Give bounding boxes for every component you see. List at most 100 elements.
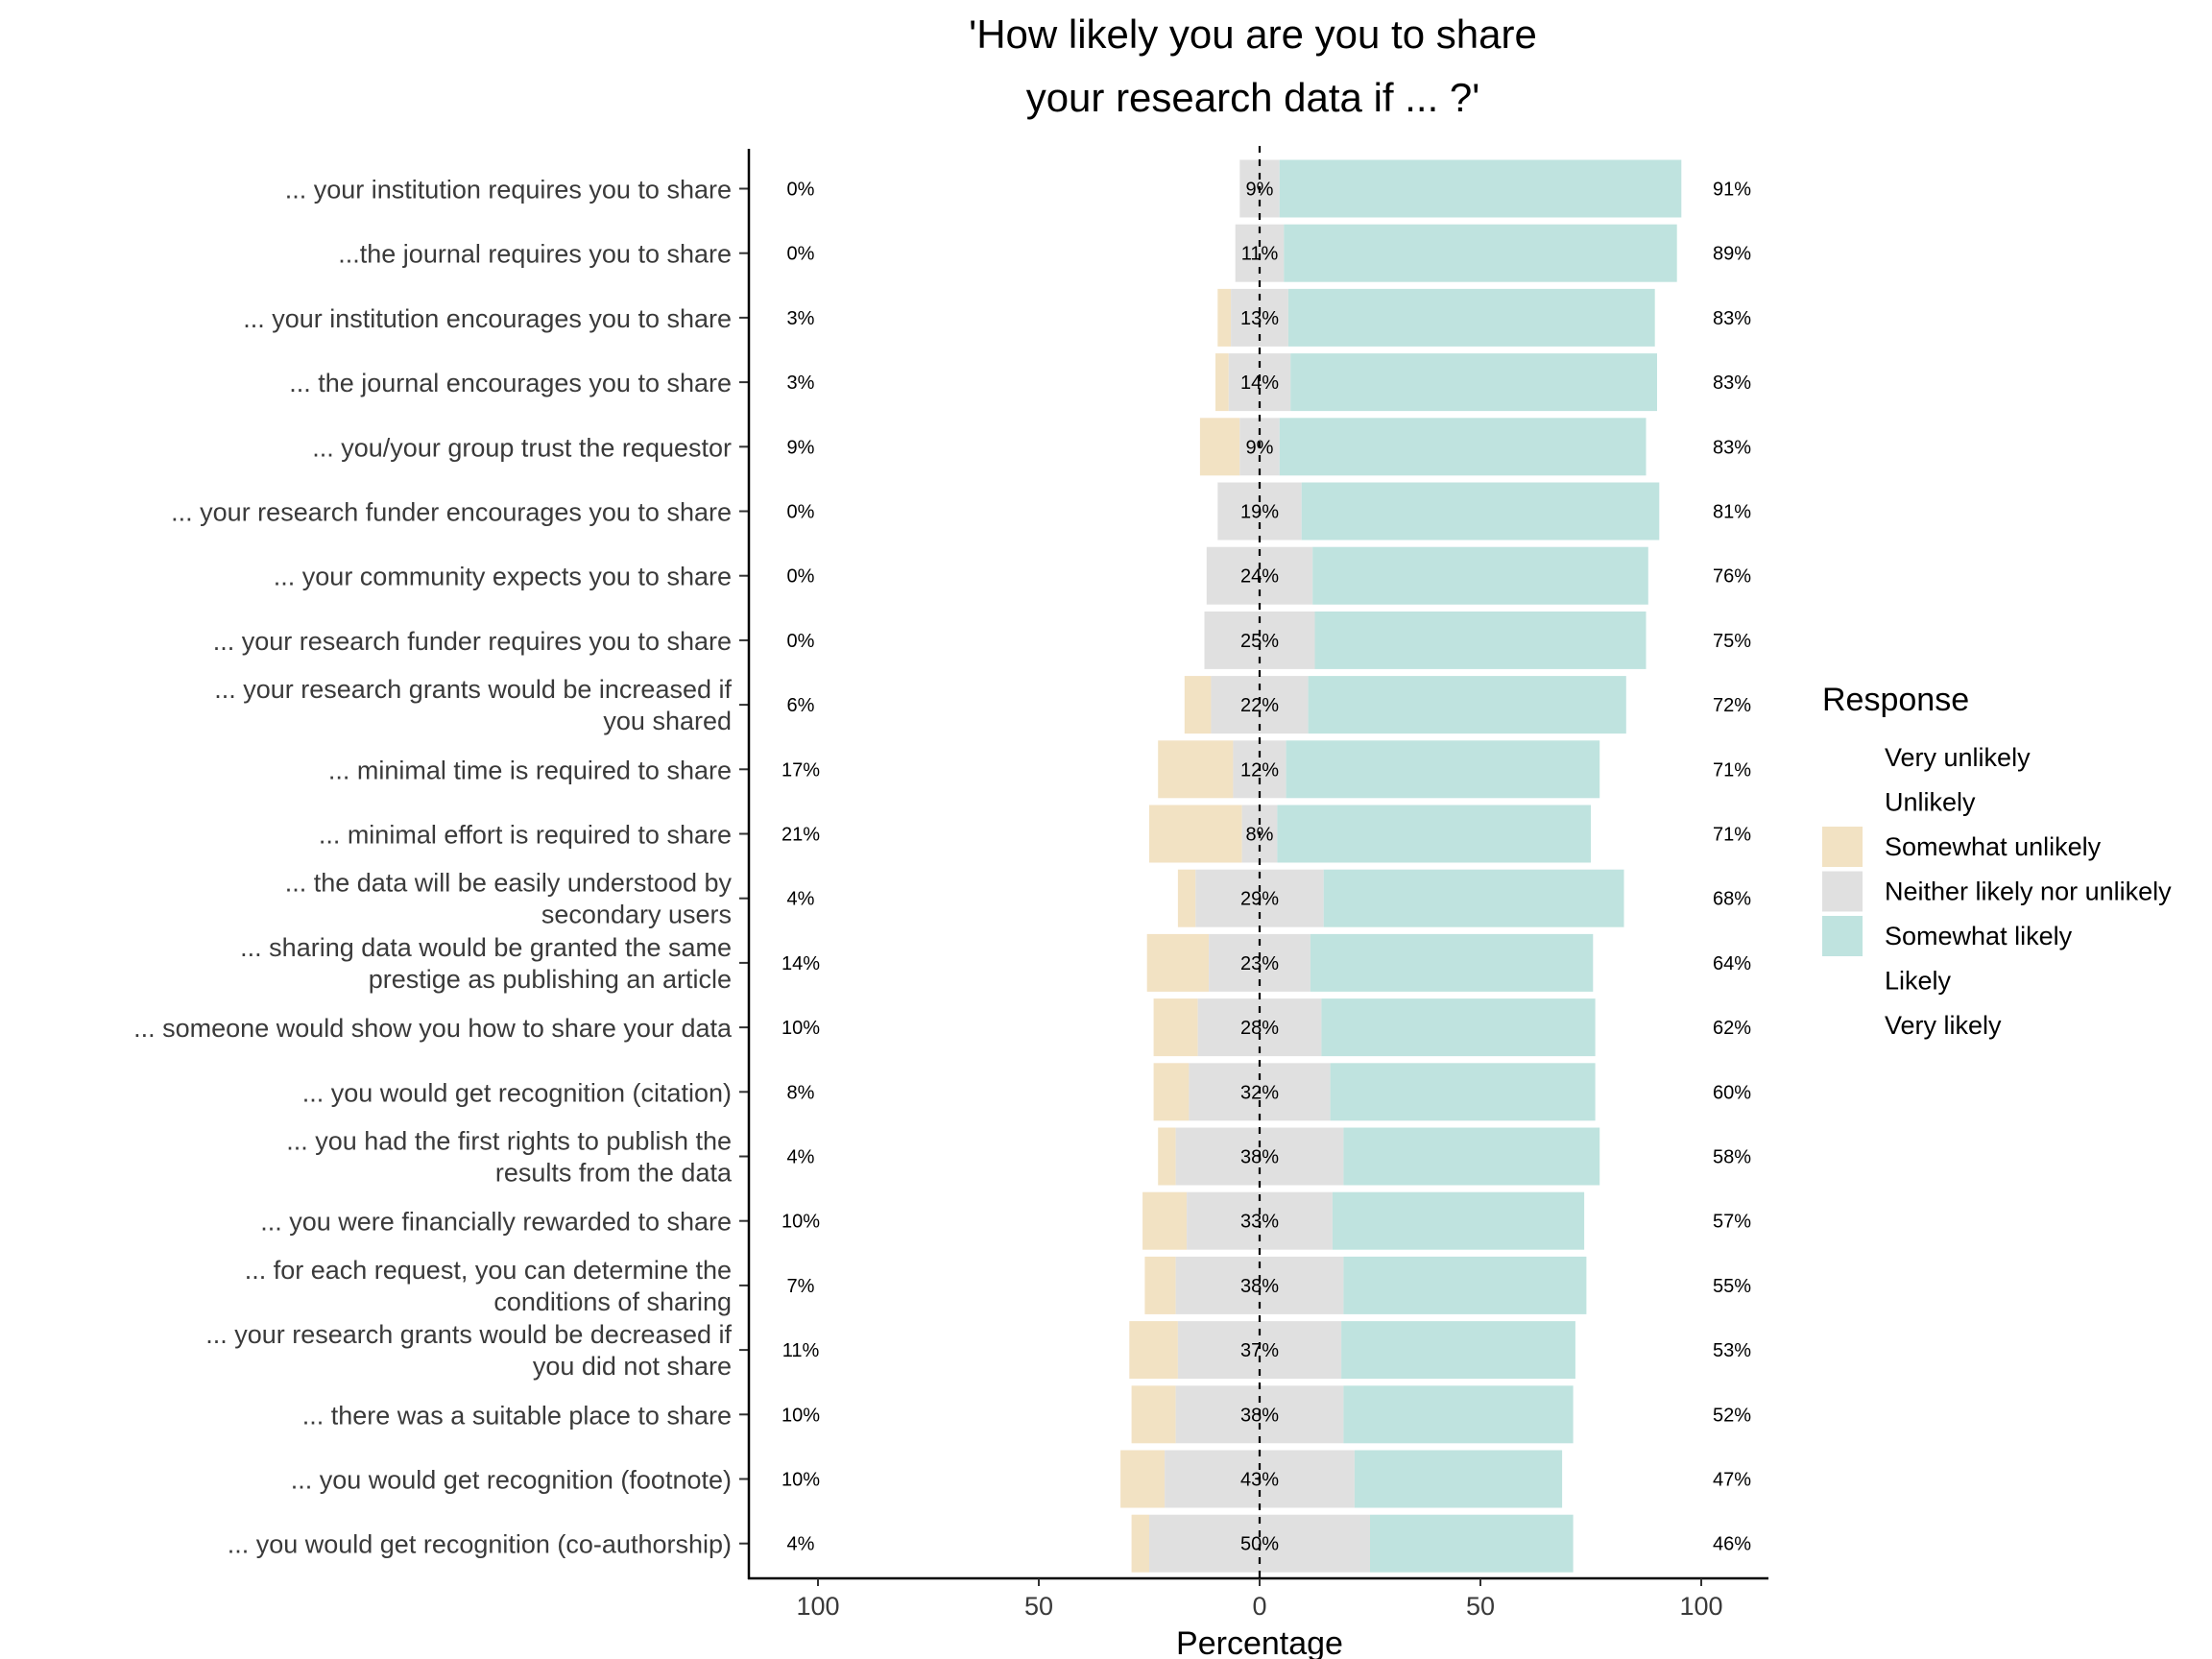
category-label: ... minimal effort is required to share	[319, 821, 732, 850]
x-tick-label: 0	[1252, 1592, 1266, 1621]
bar-somewhat-unlikely	[1146, 933, 1210, 992]
bar-somewhat-likely	[1343, 1127, 1600, 1186]
likely-percent-label: 57%	[1713, 1212, 1751, 1233]
unlikely-percent-label: 4%	[787, 1147, 815, 1168]
bar-somewhat-unlikely	[1215, 353, 1229, 412]
likely-percent-label: 91%	[1713, 180, 1751, 201]
neutral-percent-label: 25%	[1240, 631, 1279, 652]
bar-somewhat-likely	[1323, 869, 1624, 927]
bar-somewhat-likely	[1321, 998, 1596, 1057]
unlikely-percent-label: 10%	[781, 1405, 820, 1426]
bar-somewhat-unlikely	[1144, 1256, 1176, 1314]
bar-somewhat-unlikely	[1120, 1450, 1166, 1508]
likely-percent-label: 76%	[1713, 566, 1751, 588]
legend-swatch	[1822, 827, 1863, 867]
legend-title: Response	[1822, 682, 1969, 718]
neutral-percent-label: 23%	[1240, 953, 1279, 974]
neutral-percent-label: 38%	[1240, 1276, 1279, 1297]
category-label: ... minimal time is required to share	[328, 756, 732, 784]
category-label: ... your research grants would be decrea…	[205, 1320, 732, 1349]
unlikely-percent-label: 10%	[781, 1018, 820, 1039]
likely-percent-label: 89%	[1713, 244, 1751, 265]
legend-entry-label: Somewhat likely	[1885, 922, 2073, 950]
unlikely-percent-label: 0%	[787, 502, 815, 523]
bar-somewhat-unlikely	[1184, 676, 1212, 734]
neutral-percent-label: 13%	[1240, 308, 1279, 329]
likely-percent-label: 83%	[1713, 373, 1751, 394]
legend-entry-label: Unlikely	[1885, 788, 1976, 817]
bar-somewhat-unlikely	[1153, 1063, 1190, 1121]
category-label: ... you were financially rewarded to sha…	[260, 1208, 732, 1237]
likely-percent-label: 72%	[1713, 695, 1751, 716]
bar-somewhat-likely	[1279, 418, 1647, 476]
likely-percent-label: 81%	[1713, 502, 1751, 523]
likely-percent-label: 75%	[1713, 631, 1751, 652]
neutral-percent-label: 22%	[1240, 695, 1279, 716]
likely-percent-label: 71%	[1713, 759, 1751, 781]
unlikely-percent-label: 6%	[787, 695, 815, 716]
bar-somewhat-unlikely	[1199, 418, 1240, 476]
bar-somewhat-unlikely	[1177, 869, 1196, 927]
bar-somewhat-likely	[1286, 740, 1600, 799]
bar-somewhat-likely	[1343, 1385, 1574, 1444]
category-label: results from the data	[495, 1159, 733, 1188]
bar-somewhat-unlikely	[1217, 288, 1232, 347]
x-tick-label: 50	[1024, 1592, 1053, 1621]
chart-title-line: your research data if ... ?'	[1026, 75, 1480, 120]
category-label: ... your community expects you to share	[274, 563, 732, 591]
legend-swatch	[1822, 916, 1863, 956]
bar-somewhat-likely	[1343, 1256, 1587, 1314]
bar-somewhat-likely	[1341, 1321, 1575, 1380]
bar-somewhat-unlikely	[1129, 1321, 1178, 1380]
category-label: secondary users	[541, 901, 732, 929]
bar-somewhat-likely	[1370, 1514, 1574, 1573]
category-label: prestige as publishing an article	[369, 965, 732, 994]
legend-swatch	[1822, 871, 1863, 912]
category-label: ... you would get recognition (citation)	[302, 1078, 732, 1107]
x-tick-label: 50	[1466, 1592, 1495, 1621]
likely-percent-label: 47%	[1713, 1470, 1751, 1491]
bar-somewhat-unlikely	[1158, 1127, 1176, 1186]
legend-entry-label: Very unlikely	[1885, 743, 2031, 772]
bar-somewhat-unlikely	[1131, 1385, 1176, 1444]
neutral-percent-label: 28%	[1240, 1018, 1279, 1039]
unlikely-percent-label: 0%	[787, 244, 815, 265]
x-tick-label: 100	[796, 1592, 839, 1621]
legend-entry-label: Neither likely nor unlikely	[1885, 878, 2172, 906]
unlikely-percent-label: 4%	[787, 889, 815, 910]
neutral-percent-label: 37%	[1240, 1340, 1279, 1361]
bar-somewhat-likely	[1279, 159, 1682, 218]
category-label: ... someone would show you how to share …	[133, 1014, 733, 1043]
unlikely-percent-label: 0%	[787, 180, 815, 201]
bar-somewhat-unlikely	[1131, 1514, 1149, 1573]
unlikely-percent-label: 17%	[781, 759, 820, 781]
unlikely-percent-label: 4%	[787, 1534, 815, 1555]
category-label: ... the data will be easily understood b…	[285, 869, 733, 898]
unlikely-percent-label: 8%	[787, 1082, 815, 1103]
unlikely-percent-label: 0%	[787, 631, 815, 652]
category-label: ... your research funder requires you to…	[213, 627, 732, 656]
unlikely-percent-label: 7%	[787, 1276, 815, 1297]
bar-somewhat-likely	[1332, 1191, 1585, 1250]
likely-percent-label: 64%	[1713, 953, 1751, 974]
unlikely-percent-label: 9%	[787, 437, 815, 458]
bar-somewhat-unlikely	[1149, 805, 1242, 863]
likely-percent-label: 55%	[1713, 1276, 1751, 1297]
category-label: you did not share	[533, 1352, 732, 1381]
likely-percent-label: 52%	[1713, 1405, 1751, 1426]
legend-entry-label: Very likely	[1885, 1011, 2002, 1040]
category-label: you shared	[603, 707, 732, 735]
unlikely-percent-label: 10%	[781, 1470, 820, 1491]
likely-percent-label: 53%	[1713, 1340, 1751, 1361]
category-label: ... you would get recognition (footnote)	[291, 1466, 732, 1495]
bar-somewhat-likely	[1287, 288, 1655, 347]
bar-somewhat-likely	[1301, 482, 1660, 541]
x-tick-label: 100	[1679, 1592, 1722, 1621]
unlikely-percent-label: 11%	[782, 1340, 820, 1361]
category-label: ... you/your group trust the requestor	[312, 433, 732, 462]
legend-entry-label: Likely	[1885, 967, 1952, 996]
category-label: ... your research grants would be increa…	[214, 675, 732, 704]
likely-percent-label: 83%	[1713, 437, 1751, 458]
bar-somewhat-likely	[1354, 1450, 1563, 1508]
